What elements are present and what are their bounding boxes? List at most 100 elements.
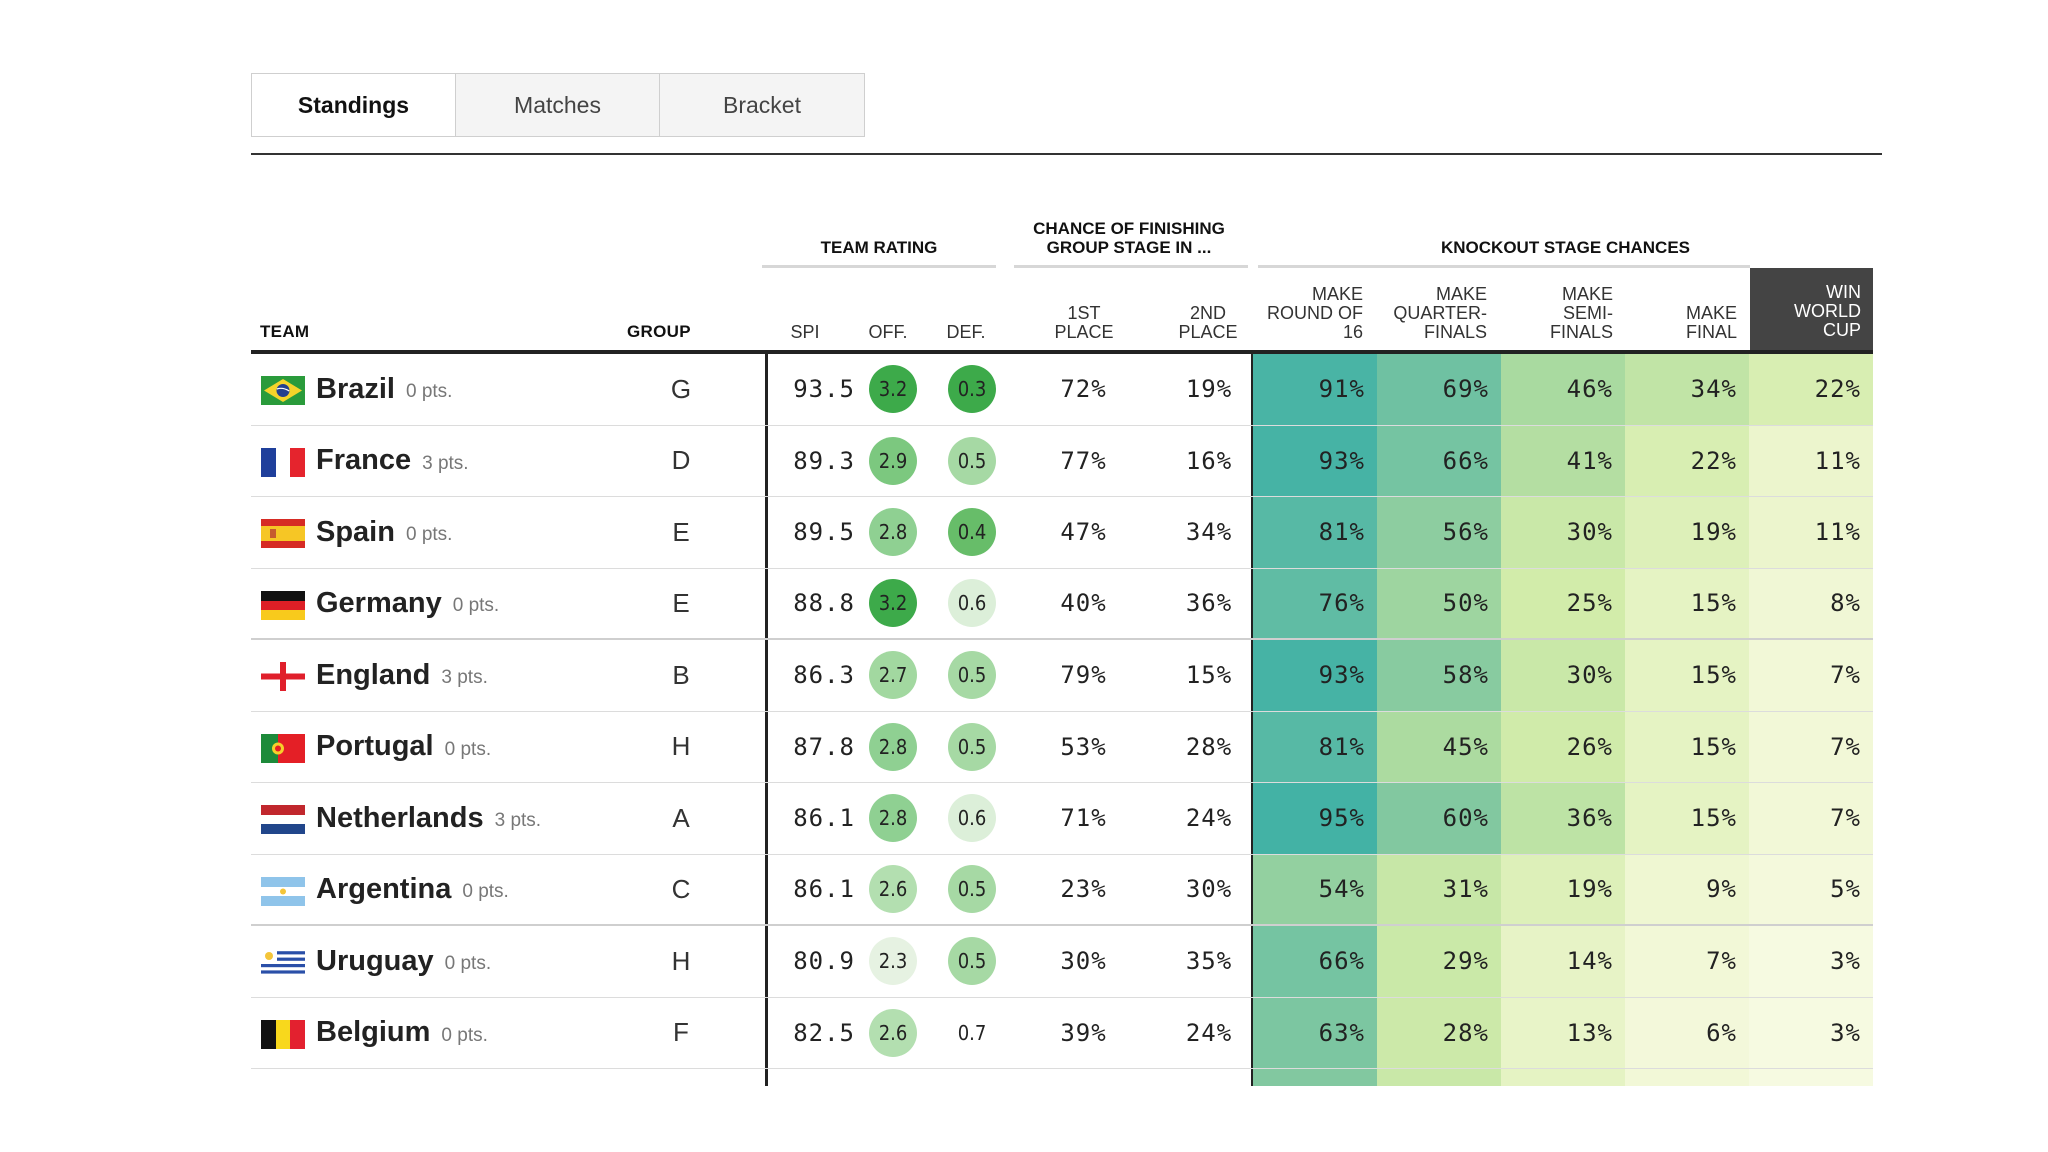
table-row-partial (251, 1069, 1873, 1086)
team-name: Germany (316, 586, 442, 619)
tab-matches[interactable]: Matches (456, 74, 660, 136)
team-name: Brazil (316, 372, 395, 405)
group-cell: E (672, 516, 690, 547)
group-column-header: GROUP (627, 322, 691, 341)
win-cup-cell: 11% (1749, 497, 1873, 568)
off-rating-cell: 2.3 (858, 926, 928, 997)
group-cell: B (672, 659, 690, 690)
off-rating-cell: 2.6 (858, 998, 928, 1069)
table-row[interactable]: Argentina 0 pts. C 86.1 2.6 0.5 23% 30% 54% 31% 19… (251, 854, 1873, 926)
make-final-cell: 34% (1625, 354, 1749, 425)
make-final-cell: 7% (1625, 926, 1749, 997)
win-cup-cell: 5% (1749, 854, 1873, 924)
make-final-cell: 19% (1625, 497, 1749, 568)
column-divider (765, 997, 768, 1068)
spi-cell: 89.5 (793, 518, 855, 547)
second-place-cell: 30% (1185, 875, 1233, 904)
make-qf-cell: 29% (1377, 926, 1501, 997)
off-rating-bubble: 3.2 (869, 579, 917, 628)
column-divider (1251, 854, 1253, 924)
win-cup-cell: 7% (1749, 640, 1873, 711)
win-cup-cell: 7% (1749, 711, 1873, 782)
spi-cell: 93.5 (793, 375, 855, 404)
group-cell: A (672, 802, 690, 833)
make-qf-cell: 45% (1377, 711, 1501, 782)
column-divider (765, 926, 768, 997)
second-place-cell: 24% (1185, 1018, 1233, 1047)
chance-finishing-line1: CHANCE OF FINISHING (1033, 219, 1225, 238)
group-cell: H (671, 945, 691, 976)
team-cell: Germany 0 pts. (316, 569, 499, 639)
off-rating-bubble: 2.6 (869, 865, 917, 914)
make-qf-cell: 58% (1377, 640, 1501, 711)
def-rating-bubble: 0.4 (948, 508, 996, 557)
tab-bracket[interactable]: Bracket (660, 74, 864, 136)
def-rating-cell: 0.5 (937, 855, 1007, 925)
off-rating-cell: 3.2 (858, 354, 928, 425)
make-final-cell: 6% (1625, 997, 1749, 1068)
make-r16-cell (1253, 1069, 1377, 1086)
win-cup-line2: WORLD (1794, 301, 1861, 321)
table-row[interactable]: Belgium 0 pts. F 82.5 2.6 0.7 39% 24% 63% 28% 13% 6… (251, 997, 1873, 1069)
def-rating-cell: 0.5 (937, 426, 1007, 497)
def-rating-bubble: 0.5 (948, 722, 996, 771)
column-divider (1251, 354, 1253, 425)
spi-cell: 88.8 (793, 589, 855, 618)
def-rating-cell: 0.5 (937, 926, 1007, 997)
off-rating-cell: 3.2 (858, 569, 928, 639)
flag-belgium-icon (261, 1019, 305, 1049)
column-divider (1251, 497, 1253, 568)
team-column-header: TEAM (260, 322, 310, 341)
make-sf-line3: FINALS (1549, 322, 1613, 342)
off-rating-bubble: 2.8 (869, 508, 917, 557)
make-sf-cell: 30% (1501, 497, 1625, 568)
make-qf-line1: MAKE (1435, 284, 1487, 304)
win-cup-cell (1749, 1069, 1873, 1086)
flag-uruguay-icon (261, 948, 305, 977)
table-row[interactable]: Germany 0 pts. E 88.8 3.2 0.6 40% 36% 76% 50% 25% 1… (251, 568, 1873, 640)
win-cup-cell: 7% (1749, 783, 1873, 854)
table-row[interactable]: Portugal 0 pts. H 87.8 2.8 0.5 53% 28% 81% 45% 26%… (251, 711, 1873, 783)
make-r16-cell: 81% (1253, 711, 1377, 782)
table-row[interactable]: England 3 pts. B 86.3 2.7 0.5 79% 15% 93% 58% 30% 1… (251, 640, 1873, 712)
make-qf-cell: 31% (1377, 854, 1501, 924)
make-qf-cell: 69% (1377, 354, 1501, 425)
table-row[interactable]: Netherlands 3 pts. A 86.1 2.8 0.6 71% 24% 95% 60%… (251, 783, 1873, 855)
flag-brazil-icon (261, 376, 305, 405)
win-cup-cell: 3% (1749, 997, 1873, 1068)
team-name: Uruguay (316, 944, 434, 977)
view-tabs: Standings Matches Bracket (251, 73, 865, 137)
make-final-cell: 15% (1625, 568, 1749, 638)
make-sf-cell: 19% (1501, 854, 1625, 924)
make-sf-cell: 41% (1501, 425, 1625, 496)
second-place-column-header: 2ND PLACE (1138, 304, 1278, 342)
team-rating-header: TEAM RATING (820, 238, 938, 257)
tabs-divider (251, 153, 1882, 155)
spi-cell: 89.3 (793, 446, 855, 475)
standings-table-body: Brazil 0 pts. G 93.5 3.2 0.3 72% 19% 91% 69% 46% 34… (251, 354, 1873, 1086)
win-cup-line1: WIN (1826, 282, 1861, 302)
first-place-line2: PLACE (1054, 322, 1114, 342)
second-place-cell: 35% (1185, 947, 1233, 976)
table-row[interactable]: France 3 pts. D 89.3 2.9 0.5 77% 16% 93% 66% 41% 22… (251, 425, 1873, 497)
table-row[interactable]: Spain 0 pts. E 89.5 2.8 0.4 47% 34% 81% 56% 30% 19%… (251, 497, 1873, 569)
win-cup-column-header: WIN WORLD CUP (1750, 268, 1873, 352)
table-row[interactable]: Uruguay 0 pts. H 80.9 2.3 0.5 30% 35% 66% 29% 14% 7… (251, 926, 1873, 998)
chance-finishing-underline (1014, 265, 1248, 268)
column-divider (1251, 997, 1253, 1068)
spi-column-header: SPI (790, 322, 820, 342)
second-place-cell: 34% (1185, 518, 1233, 547)
flag-netherlands-icon (261, 805, 305, 834)
def-rating-bubble: 0.6 (948, 579, 996, 628)
make-qf-cell: 28% (1377, 997, 1501, 1068)
def-rating-bubble: 0.5 (948, 865, 996, 914)
second-place-line1: 2ND (1189, 303, 1226, 323)
table-row[interactable]: Brazil 0 pts. G 93.5 3.2 0.3 72% 19% 91% 69% 46% 34… (251, 354, 1873, 426)
first-place-cell: 39% (1060, 1018, 1107, 1047)
first-place-line1: 1ST (1067, 303, 1101, 323)
tab-standings[interactable]: Standings (252, 74, 456, 136)
first-place-cell: 30% (1060, 947, 1107, 976)
first-place-column-header: 1ST PLACE (1016, 304, 1152, 342)
off-rating-bubble: 2.6 (869, 1008, 917, 1057)
off-rating-cell: 2.8 (858, 783, 928, 854)
